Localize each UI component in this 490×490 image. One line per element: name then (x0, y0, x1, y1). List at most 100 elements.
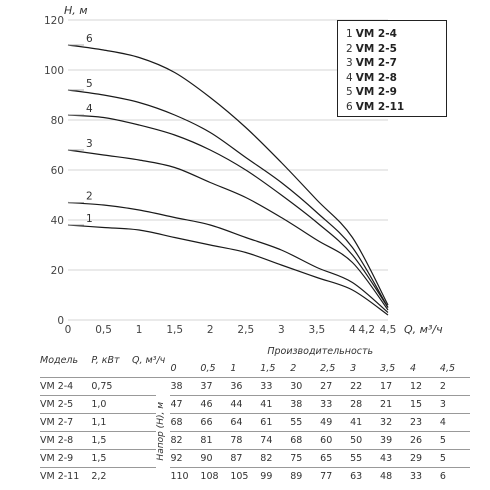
table-row: VM 2-11 2,2 110 108 105 99 89 77 63 48 33 6 (40, 467, 470, 485)
head-value-cell: 39 (380, 431, 410, 450)
head-value-cell: 38 (290, 395, 321, 414)
head-label-cell: Напор (H), м (155, 377, 171, 485)
head-value-cell: 78 (230, 431, 261, 450)
head-value-cell: 61 (260, 413, 291, 432)
x-tick-label: 2,5 (237, 324, 254, 336)
power-cell: 2,2 (91, 467, 132, 485)
spacer-cell (131, 413, 156, 432)
y-tick-label: 60 (51, 165, 64, 177)
series-number-label: 4 (86, 103, 93, 115)
legend-model: VM 2-11 (355, 100, 405, 113)
power-cell: 1,1 (91, 413, 132, 432)
series-number-label: 2 (86, 191, 93, 203)
legend-item: 2 VM 2-5 (346, 42, 446, 57)
legend-number: 1 (346, 28, 353, 40)
head-value-cell: 90 (200, 449, 231, 468)
model-cell: VM 2-7 (40, 413, 92, 432)
head-value-cell: 55 (290, 413, 321, 432)
chart-grid (68, 19, 388, 321)
head-value-cell: 44 (230, 395, 261, 414)
series-number-label: 5 (86, 78, 93, 90)
head-value-cell: 82 (170, 431, 201, 450)
model-cell: VM 2-8 (40, 431, 92, 450)
head-value-cell: 3 (439, 395, 470, 414)
head-value-cell: 17 (380, 377, 410, 396)
head-value-cell: 41 (350, 413, 381, 432)
model-cell: VM 2-5 (40, 395, 92, 414)
head-value-cell: 63 (350, 467, 381, 485)
head-value-cell: 23 (409, 413, 440, 432)
head-value-cell: 5 (439, 449, 470, 468)
power-cell: 1,5 (91, 449, 132, 468)
model-cell: VM 2-9 (40, 449, 92, 468)
y-axis-label: H, м (64, 4, 88, 17)
head-value-cell: 81 (200, 431, 231, 450)
q-value-header: 3,5 (380, 363, 396, 374)
col-power-header: P, кВт (91, 354, 120, 366)
col-perf-header: Производительность (267, 346, 374, 357)
x-tick-label: 3,5 (309, 324, 326, 336)
head-value-cell: 48 (380, 467, 410, 485)
head-value-cell: 92 (170, 449, 201, 468)
y-tick-label: 120 (44, 15, 64, 27)
legend-item: 1 VM 2-4 (346, 27, 446, 42)
q-value-header: 3 (350, 363, 357, 374)
head-value-cell: 108 (200, 467, 231, 485)
q-value-header: 4,5 (439, 363, 456, 374)
head-value-cell: 15 (409, 395, 440, 414)
col-model-header: Модель (40, 354, 79, 366)
y-tick-label: 80 (51, 115, 64, 127)
head-value-cell: 36 (230, 377, 261, 396)
table-row: VM 2-4 0,75 Напор (H), м 38 37 36 33 30 27 22 17 12… (40, 377, 470, 485)
head-value-cell: 47 (170, 395, 201, 414)
head-value-cell: 4 (439, 413, 470, 432)
head-axis-label: Напор (H), м (155, 402, 166, 461)
head-value-cell: 27 (320, 377, 351, 396)
legend-number: 6 (346, 100, 353, 113)
power-cell: 1,5 (91, 431, 132, 450)
series-number-label: 1 (86, 213, 93, 225)
y-tick-label: 20 (51, 265, 64, 277)
head-value-cell: 68 (290, 431, 321, 450)
q-value-header: 1 (230, 363, 237, 374)
legend-number: 2 (346, 42, 353, 55)
col-q-header: Q, м³/ч (131, 354, 166, 366)
y-tick-label: 0 (57, 315, 64, 327)
head-value-cell: 68 (170, 413, 201, 432)
legend-model: VM 2-4 (355, 28, 397, 40)
x-tick-label: 4,2 (358, 324, 375, 336)
x-tick-label: 4 (349, 324, 356, 336)
legend-item: 4 VM 2-8 (346, 71, 446, 86)
head-value-cell: 49 (320, 413, 351, 432)
x-tick-label: 0,5 (95, 324, 112, 336)
x-tick-label: 3 (278, 324, 285, 336)
head-value-cell: 6 (439, 467, 470, 485)
q-value-header: 4 (409, 363, 417, 374)
head-value-cell: 12 (409, 377, 440, 396)
series-number-label: 6 (86, 33, 93, 45)
legend-model: VM 2-5 (355, 42, 397, 55)
head-value-cell: 55 (350, 449, 381, 468)
head-value-cell: 22 (350, 377, 381, 396)
table-row: VM 2-5 1,0 47 46 44 41 38 33 28 21 15 3 (40, 395, 470, 414)
series-line-5 (67, 89, 389, 308)
power-cell: 1,0 (91, 395, 132, 414)
legend-model: VM 2-9 (355, 86, 397, 98)
x-tick-label: 2 (207, 324, 214, 336)
head-value-cell: 21 (380, 395, 410, 414)
head-value-cell: 87 (230, 449, 261, 468)
q-value-header: 2 (290, 363, 297, 374)
x-tick-label: 1,5 (166, 324, 183, 336)
head-value-cell: 33 (409, 467, 440, 485)
q-value-header: 0 (170, 363, 177, 374)
head-value-cell: 99 (260, 467, 291, 485)
table-row: VM 2-9 1,5 92 90 87 82 75 65 55 43 29 5 (40, 449, 470, 468)
head-value-cell: 43 (380, 449, 410, 468)
chart-series (67, 44, 389, 316)
series-line-6 (67, 44, 389, 306)
x-tick-label: 1 (136, 324, 143, 336)
spacer-cell (131, 395, 156, 414)
x-tick-label: 0 (65, 324, 72, 336)
head-value-cell: 82 (260, 449, 291, 468)
